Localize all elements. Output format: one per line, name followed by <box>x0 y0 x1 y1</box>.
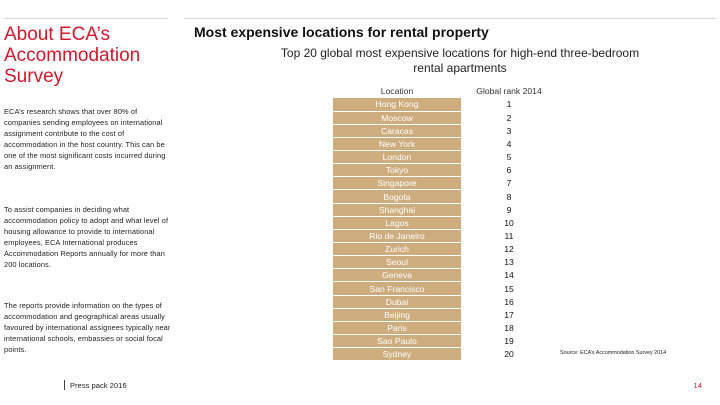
rank-cell: 19 <box>461 334 557 349</box>
rank-cell: 12 <box>461 242 557 257</box>
rank-cell: 7 <box>461 176 557 191</box>
rank-cell: 6 <box>461 163 557 178</box>
rank-cell: 8 <box>461 189 557 204</box>
rank-cell: 16 <box>461 295 557 309</box>
table-row: Tokyo 6 <box>333 163 557 178</box>
location-cell: Dubai <box>333 295 461 309</box>
rank-cell: 2 <box>461 111 557 125</box>
table-row: Geneva 14 <box>333 268 557 283</box>
location-cell: London <box>333 150 461 165</box>
table-row: Singapore 7 <box>333 176 557 191</box>
page-number: 14 <box>693 381 702 390</box>
location-cell: San Francisco <box>333 281 461 296</box>
header-location: Location <box>333 84 461 98</box>
table-row: Zurich 12 <box>333 242 557 257</box>
sidebar-paragraph-3: The reports provide information on the t… <box>4 301 171 355</box>
table-row: New York 4 <box>333 137 557 152</box>
location-cell: Hong Kong <box>333 98 461 112</box>
header-rank: Global rank 2014 <box>461 84 557 98</box>
location-cell: Rio de Janeiro <box>333 229 461 244</box>
rank-cell: 1 <box>461 98 557 112</box>
rank-cell: 13 <box>461 255 557 270</box>
rank-cell: 9 <box>461 203 557 217</box>
source-note: Source: ECA’s Accommodation Survey 2014 <box>560 350 667 356</box>
location-cell: Bogota <box>333 189 461 204</box>
table-row: Caracas 3 <box>333 124 557 138</box>
table-row: Lagos 10 <box>333 216 557 230</box>
rank-cell: 5 <box>461 150 557 165</box>
rank-table: Location Global rank 2014 Hong Kong 1 Mosc… <box>333 84 557 362</box>
rank-cell: 18 <box>461 321 557 336</box>
page-title: Most expensive locations for rental prop… <box>194 24 489 40</box>
location-cell: Lagos <box>333 216 461 230</box>
location-cell: New York <box>333 137 461 152</box>
location-cell: Seoul <box>333 255 461 270</box>
location-cell: Zurich <box>333 242 461 257</box>
location-cell: Tokyo <box>333 163 461 178</box>
table-row: London 5 <box>333 150 557 165</box>
table-row: Rio de Janeiro 11 <box>333 229 557 244</box>
rank-cell: 20 <box>461 347 557 362</box>
table-body: Hong Kong 1 Moscow 2 Caracas 3 New York 4 London… <box>333 98 557 362</box>
table-row: Dubai 16 <box>333 295 557 309</box>
rank-cell: 3 <box>461 124 557 138</box>
footer-divider <box>64 380 65 390</box>
rank-cell: 14 <box>461 268 557 283</box>
location-cell: Beijing <box>333 308 461 322</box>
location-cell: Shanghai <box>333 203 461 217</box>
table-row: Bogota 8 <box>333 189 557 204</box>
top-divider-left <box>4 18 168 19</box>
rank-cell: 11 <box>461 229 557 244</box>
footer-label: Press pack 2016 <box>70 381 127 390</box>
sidebar-paragraph-2: To assist companies in deciding what acc… <box>4 205 169 270</box>
table-header-row: Location Global rank 2014 <box>333 84 557 98</box>
location-cell: Moscow <box>333 111 461 125</box>
location-cell: Sydney <box>333 347 461 362</box>
sidebar-title: About ECA’s Accommodation Survey <box>4 24 141 87</box>
table-row: Shanghai 9 <box>333 203 557 217</box>
rank-cell: 4 <box>461 137 557 152</box>
rank-cell: 10 <box>461 216 557 230</box>
location-cell: Caracas <box>333 124 461 138</box>
location-cell: Geneva <box>333 268 461 283</box>
table-row: San Francisco 15 <box>333 281 557 296</box>
location-cell: Paris <box>333 321 461 336</box>
table-row: Paris 18 <box>333 321 557 336</box>
location-cell: Singapore <box>333 176 461 191</box>
table-row: Hong Kong 1 <box>333 98 557 112</box>
location-cell: Sao Paulo <box>333 334 461 349</box>
table-row: Sao Paulo 19 <box>333 334 557 349</box>
sidebar-paragraph-1: ECA’s research shows that over 80% of co… <box>4 107 166 172</box>
top-divider-right <box>184 18 716 19</box>
table-row: Sydney 20 <box>333 347 557 362</box>
rank-cell: 15 <box>461 281 557 296</box>
page-subtitle: Top 20 global most expensive locations f… <box>280 46 640 75</box>
table-row: Beijing 17 <box>333 308 557 322</box>
table-row: Seoul 13 <box>333 255 557 270</box>
table-row: Moscow 2 <box>333 111 557 125</box>
rank-cell: 17 <box>461 308 557 322</box>
